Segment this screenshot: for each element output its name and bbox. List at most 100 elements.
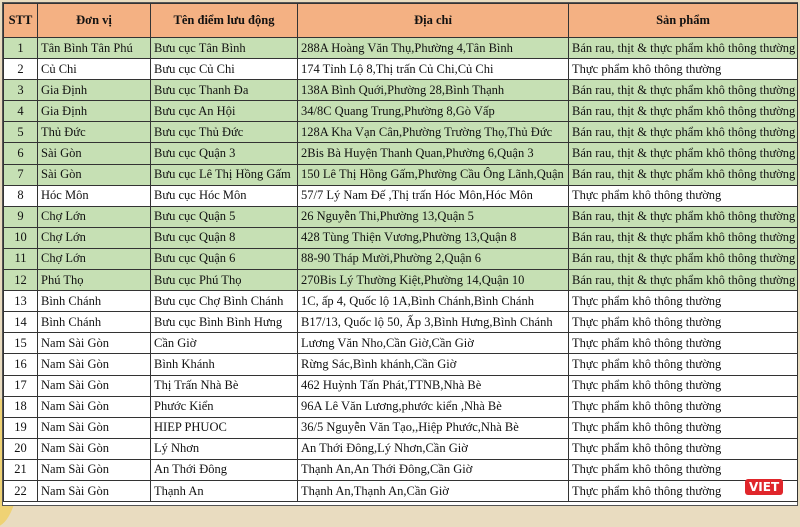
cell-unit: Nam Sài Gòn xyxy=(37,416,151,439)
cell-address: Thạnh An,Thạnh An,Cần Giờ xyxy=(297,479,569,503)
header-point: Tên điểm lưu động xyxy=(150,3,298,38)
cell-unit: Gia Định xyxy=(37,100,151,123)
cell-product: Bán rau, thịt & thực phẩm khô thông thườ… xyxy=(568,269,798,292)
cell-product: Thực phẩm khô thông thường xyxy=(568,332,798,355)
cell-unit: Sài Gòn xyxy=(37,142,151,165)
cell-stt: 19 xyxy=(3,416,38,439)
cell-point: Phước Kiển xyxy=(150,395,298,418)
header-unit: Đơn vị xyxy=(37,3,151,38)
cell-stt: 14 xyxy=(3,311,38,334)
cell-unit: Gia Định xyxy=(37,79,151,102)
cell-unit: Chợ Lớn xyxy=(37,226,151,249)
cell-address: 288A Hoàng Văn Thụ,Phường 4,Tân Bình xyxy=(297,36,569,60)
cell-product: Bán rau, thịt & thực phẩm khô thông thườ… xyxy=(568,226,798,249)
cell-stt: 11 xyxy=(3,247,38,271)
cell-unit: Nam Sài Gòn xyxy=(37,437,151,460)
cell-stt: 9 xyxy=(3,205,38,228)
cell-product: Thực phẩm khô thông thường xyxy=(568,458,798,481)
cell-product: Bán rau, thịt & thực phẩm khô thông thườ… xyxy=(568,142,798,165)
cell-product: Thực phẩm khô thông thường xyxy=(568,395,798,418)
cell-address: B17/13, Quốc lộ 50, Ấp 3,Bình Hưng,Bình … xyxy=(297,311,569,334)
cell-point: HIEP PHUOC xyxy=(150,416,298,439)
table-container: STT Đơn vị Tên điểm lưu động Địa chỉ Sản… xyxy=(2,2,798,506)
header-stt: STT xyxy=(3,3,38,38)
table-row: 6 Sài Gòn Bưu cục Quận 3 2Bis Bà Huyện Than… xyxy=(3,142,798,165)
cell-point: Bưu cục Quận 8 xyxy=(150,226,298,249)
cell-point: Bưu cục Chợ Bình Chánh xyxy=(150,290,298,313)
cell-unit: Nam Sài Gòn xyxy=(37,479,151,503)
cell-point: Bưu cục Quận 3 xyxy=(150,142,298,165)
cell-product: Thực phẩm khô thông thường xyxy=(568,416,798,439)
table-row: 5 Thủ Đức Bưu cục Thủ Đức 128A Kha Vạn Cân,… xyxy=(3,121,798,144)
cell-address: An Thới Đông,Lý Nhơn,Cần Giờ xyxy=(297,437,569,460)
cell-product: Bán rau, thịt & thực phẩm khô thông thườ… xyxy=(568,247,798,271)
cell-stt: 2 xyxy=(3,58,38,81)
cell-product: Bán rau, thịt & thực phẩm khô thông thườ… xyxy=(568,36,798,60)
cell-address: Rừng Sác,Bình khánh,Cần Giờ xyxy=(297,353,569,376)
cell-point: Bưu cục An Hội xyxy=(150,100,298,123)
cell-product: Thực phẩm khô thông thường xyxy=(568,311,798,334)
cell-address: 88-90 Tháp Mười,Phường 2,Quận 6 xyxy=(297,247,569,271)
cell-stt: 18 xyxy=(3,395,38,418)
cell-stt: 12 xyxy=(3,269,38,292)
cell-point: Cần Giờ xyxy=(150,332,298,355)
table-row: 14 Bình Chánh Bưu cục Bình Bình Hưng B17/13… xyxy=(3,311,798,334)
cell-unit: Nam Sài Gòn xyxy=(37,395,151,418)
cell-address: Lương Văn Nho,Cần Giờ,Cần Giờ xyxy=(297,332,569,355)
table-row: 18 Nam Sài Gòn Phước Kiển 96A Lê Văn Lương,… xyxy=(3,395,798,418)
cell-address: 26 Nguyễn Thi,Phường 13,Quận 5 xyxy=(297,205,569,228)
cell-product: Bán rau, thịt & thực phẩm khô thông thườ… xyxy=(568,163,798,186)
table-row: 1 Tân Bình Tân Phú Bưu cục Tân Bình 288A Ho… xyxy=(3,36,798,60)
cell-unit: Tân Bình Tân Phú xyxy=(37,36,151,60)
header-address: Địa chỉ xyxy=(297,3,569,38)
cell-address: 428 Tùng Thiện Vương,Phường 13,Quận 8 xyxy=(297,226,569,249)
cell-point: Bưu cục Hóc Môn xyxy=(150,184,298,207)
cell-address: 36/5 Nguyễn Văn Tạo,,Hiệp Phước,Nhà Bè xyxy=(297,416,569,439)
cell-point: Thạnh An xyxy=(150,479,298,503)
watermark-logo: VIET xyxy=(745,479,784,495)
cell-unit: Chợ Lớn xyxy=(37,247,151,271)
table-row: 9 Chợ Lớn Bưu cục Quận 5 26 Nguyễn Thi,Phườ… xyxy=(3,205,798,228)
cell-stt: 7 xyxy=(3,163,38,186)
cell-point: Bưu cục Tân Bình xyxy=(150,36,298,60)
cell-stt: 6 xyxy=(3,142,38,165)
cell-unit: Phú Thọ xyxy=(37,269,151,292)
cell-address: Thạnh An,An Thới Đông,Cần Giờ xyxy=(297,458,569,481)
cell-address: 150 Lê Thị Hồng Gấm,Phường Cầu Ông Lãnh,… xyxy=(297,163,569,186)
table-row: 11 Chợ Lớn Bưu cục Quận 6 88-90 Tháp Mười,P… xyxy=(3,247,798,271)
cell-address: 174 Tỉnh Lộ 8,Thị trấn Củ Chi,Củ Chi xyxy=(297,58,569,81)
cell-point: Bưu cục Thủ Đức xyxy=(150,121,298,144)
cell-address: 128A Kha Vạn Cân,Phường Trường Thọ,Thủ Đ… xyxy=(297,121,569,144)
cell-stt: 3 xyxy=(3,79,38,102)
table-row: 22 Nam Sài Gòn Thạnh An Thạnh An,Thạnh An,C… xyxy=(3,479,798,503)
cell-stt: 17 xyxy=(3,374,38,397)
cell-point: Bưu cục Quận 6 xyxy=(150,247,298,271)
cell-address: 2Bis Bà Huyện Thanh Quan,Phường 6,Quận 3 xyxy=(297,142,569,165)
cell-product: Thực phẩm khô thông thường xyxy=(568,437,798,460)
cell-stt: 21 xyxy=(3,458,38,481)
table-row: 19 Nam Sài Gòn HIEP PHUOC 36/5 Nguyễn Văn T… xyxy=(3,416,798,439)
cell-stt: 4 xyxy=(3,100,38,123)
cell-stt: 10 xyxy=(3,226,38,249)
cell-unit: Bình Chánh xyxy=(37,290,151,313)
table-row: 16 Nam Sài Gòn Bình Khánh Rừng Sác,Bình khá… xyxy=(3,353,798,376)
cell-unit: Nam Sài Gòn xyxy=(37,332,151,355)
table-row: 4 Gia Định Bưu cục An Hội 34/8C Quang Trung… xyxy=(3,100,798,123)
cell-address: 96A Lê Văn Lương,phước kiển ,Nhà Bè xyxy=(297,395,569,418)
cell-point: Bình Khánh xyxy=(150,353,298,376)
cell-unit: Củ Chi xyxy=(37,58,151,81)
table-row: 17 Nam Sài Gòn Thị Trấn Nhà Bè 462 Huỳnh Tấ… xyxy=(3,374,798,397)
cell-unit: Nam Sài Gòn xyxy=(37,458,151,481)
cell-product: Bán rau, thịt & thực phẩm khô thông thườ… xyxy=(568,121,798,144)
cell-product: Thực phẩm khô thông thường xyxy=(568,479,798,503)
table-row: 21 Nam Sài Gòn An Thới Đông Thạnh An,An Thớ… xyxy=(3,458,798,481)
table-row: 2 Củ Chi Bưu cục Củ Chi 174 Tỉnh Lộ 8,Thị t… xyxy=(3,58,798,81)
cell-product: Thực phẩm khô thông thường xyxy=(568,184,798,207)
cell-point: Lý Nhơn xyxy=(150,437,298,460)
cell-unit: Nam Sài Gòn xyxy=(37,374,151,397)
header-row: STT Đơn vị Tên điểm lưu động Địa chỉ Sản… xyxy=(3,3,798,38)
cell-product: Thực phẩm khô thông thường xyxy=(568,353,798,376)
cell-unit: Sài Gòn xyxy=(37,163,151,186)
cell-unit: Thủ Đức xyxy=(37,121,151,144)
cell-point: Bưu cục Củ Chi xyxy=(150,58,298,81)
